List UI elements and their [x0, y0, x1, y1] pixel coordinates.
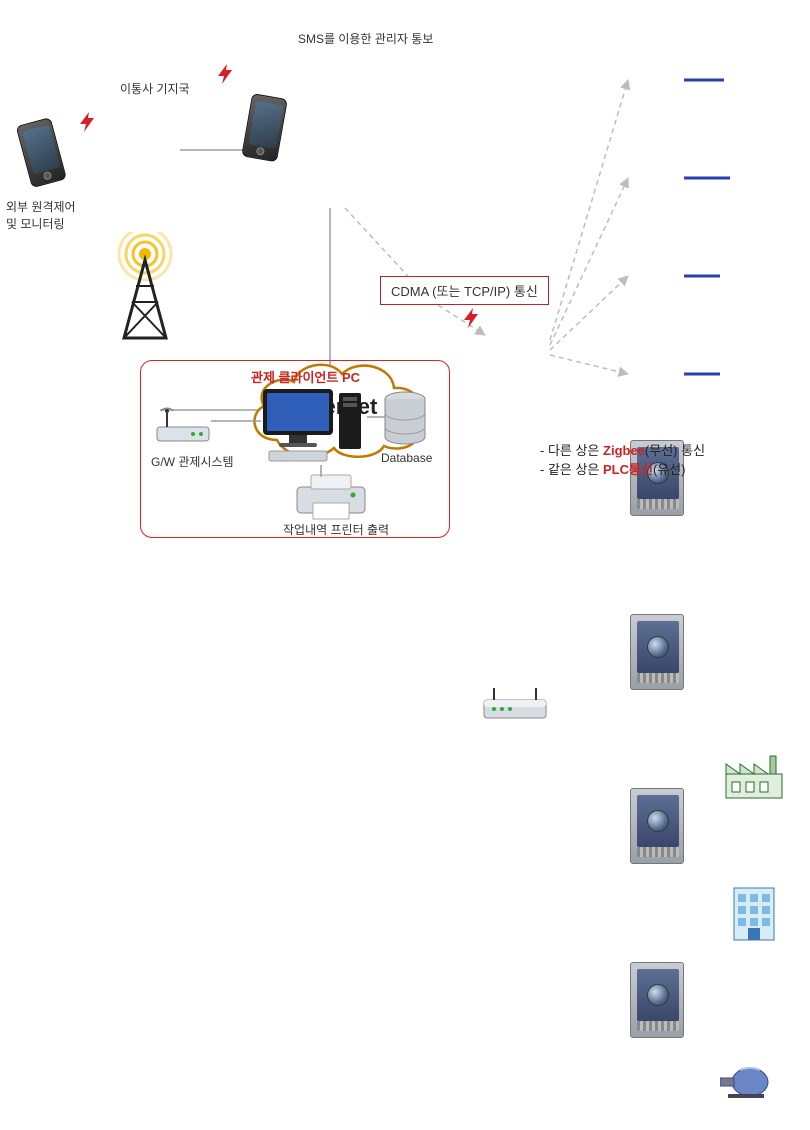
client-pc-group: 관제 클라이언트 PC G/W 관제시스템: [140, 360, 450, 538]
lightning-icon: [460, 306, 484, 330]
factory-icon: [724, 752, 784, 800]
router-icon: [480, 686, 550, 726]
control-cabinet: [630, 788, 684, 864]
legend1-pre: - 다른 상은: [540, 443, 603, 458]
legend-block: - 다른 상은 Zigbee(무선) 통신 - 같은 상은 PLC통신(유선): [540, 440, 705, 478]
client-internal-links: [141, 361, 451, 539]
cdma-label-box: CDMA (또는 TCP/IP) 통신: [380, 276, 549, 305]
label-base-station: 이통사 기지국: [120, 80, 190, 97]
legend1-post: (무선) 통신: [645, 443, 705, 458]
legend-line-2: - 같은 상은 PLC통신(유선): [540, 459, 705, 478]
link-router-cab2: [550, 178, 628, 345]
legend-line-1: - 다른 상은 Zigbee(무선) 통신: [540, 440, 705, 459]
cell-tower-icon: [110, 232, 180, 342]
legend2-pre: - 같은 상은: [540, 462, 603, 477]
motor-icon: [720, 1060, 770, 1100]
control-cabinet: [630, 962, 684, 1038]
office-building-icon: [732, 886, 776, 942]
lightning-icon: [214, 62, 238, 86]
link-router-cab1: [550, 80, 628, 340]
legend1-accent: Zigbee: [603, 443, 645, 458]
link-router-cab3: [550, 276, 628, 350]
label-phone-left: 외부 원격제어 및 모니터링: [6, 198, 101, 232]
legend2-accent: PLC통신: [603, 462, 653, 477]
lightning-icon: [76, 110, 100, 134]
legend2-post: (유선): [653, 462, 686, 477]
label-phone-top: SMS를 이용한 관리자 통보: [298, 30, 433, 47]
control-cabinet: [630, 614, 684, 690]
link-router-cab4: [550, 355, 628, 374]
